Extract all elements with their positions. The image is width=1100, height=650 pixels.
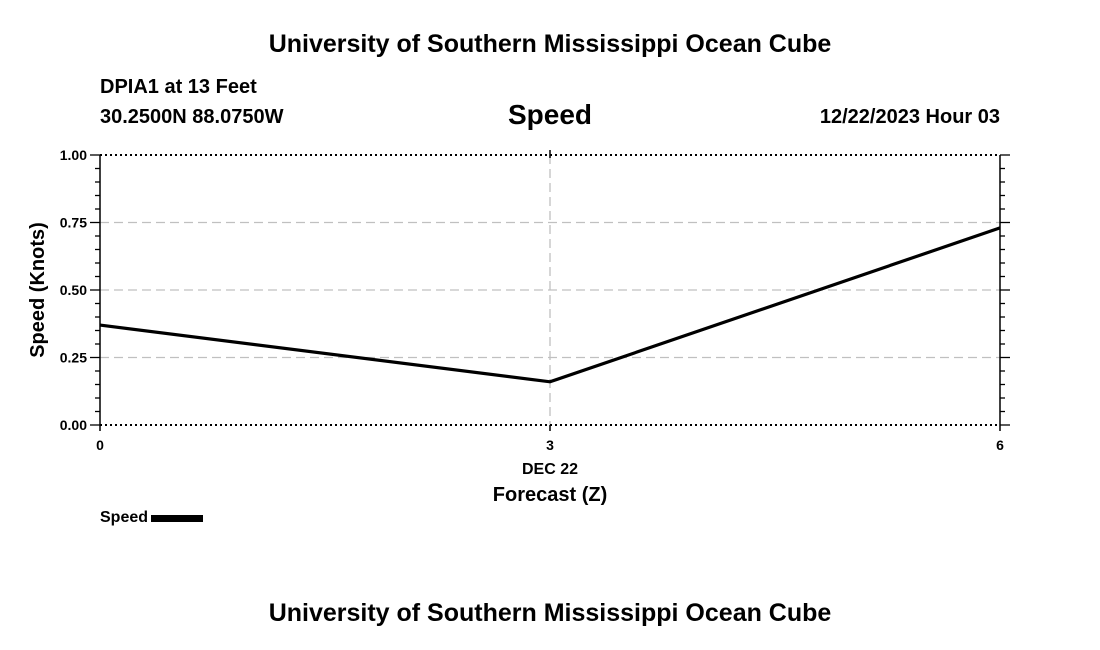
x-tick-label: 3 (546, 437, 554, 453)
x-axis-title: Forecast (Z) (493, 484, 607, 506)
legend: Speed (100, 509, 204, 527)
y-tick-label: 0.75 (60, 215, 87, 231)
banner-title-bottom: University of Southern Mississippi Ocean… (268, 599, 832, 627)
legend-swatch (151, 514, 204, 522)
forecast-datetime: 12/22/2023 Hour 03 (819, 106, 1000, 128)
x-date-label: DEC 22 (522, 461, 578, 478)
station-label: DPIA1 at 13 Feet (100, 76, 257, 98)
y-tick-label: 0.25 (60, 350, 87, 366)
legend-label: Speed (100, 509, 149, 526)
banner-title-top: University of Southern Mississippi Ocean… (268, 30, 832, 58)
y-axis-title: Speed (Knots) (27, 222, 49, 358)
y-tick-label: 1.00 (60, 147, 87, 163)
series-line-speed (99, 226, 1001, 384)
x-tick-label: 0 (96, 437, 104, 453)
station-coordinates: 30.2500N 88.0750W (100, 106, 284, 128)
chart-title: Speed (507, 99, 593, 130)
x-tick-label: 6 (996, 437, 1004, 453)
y-tick-label: 0.00 (60, 417, 87, 433)
y-tick-label: 0.50 (60, 282, 87, 298)
